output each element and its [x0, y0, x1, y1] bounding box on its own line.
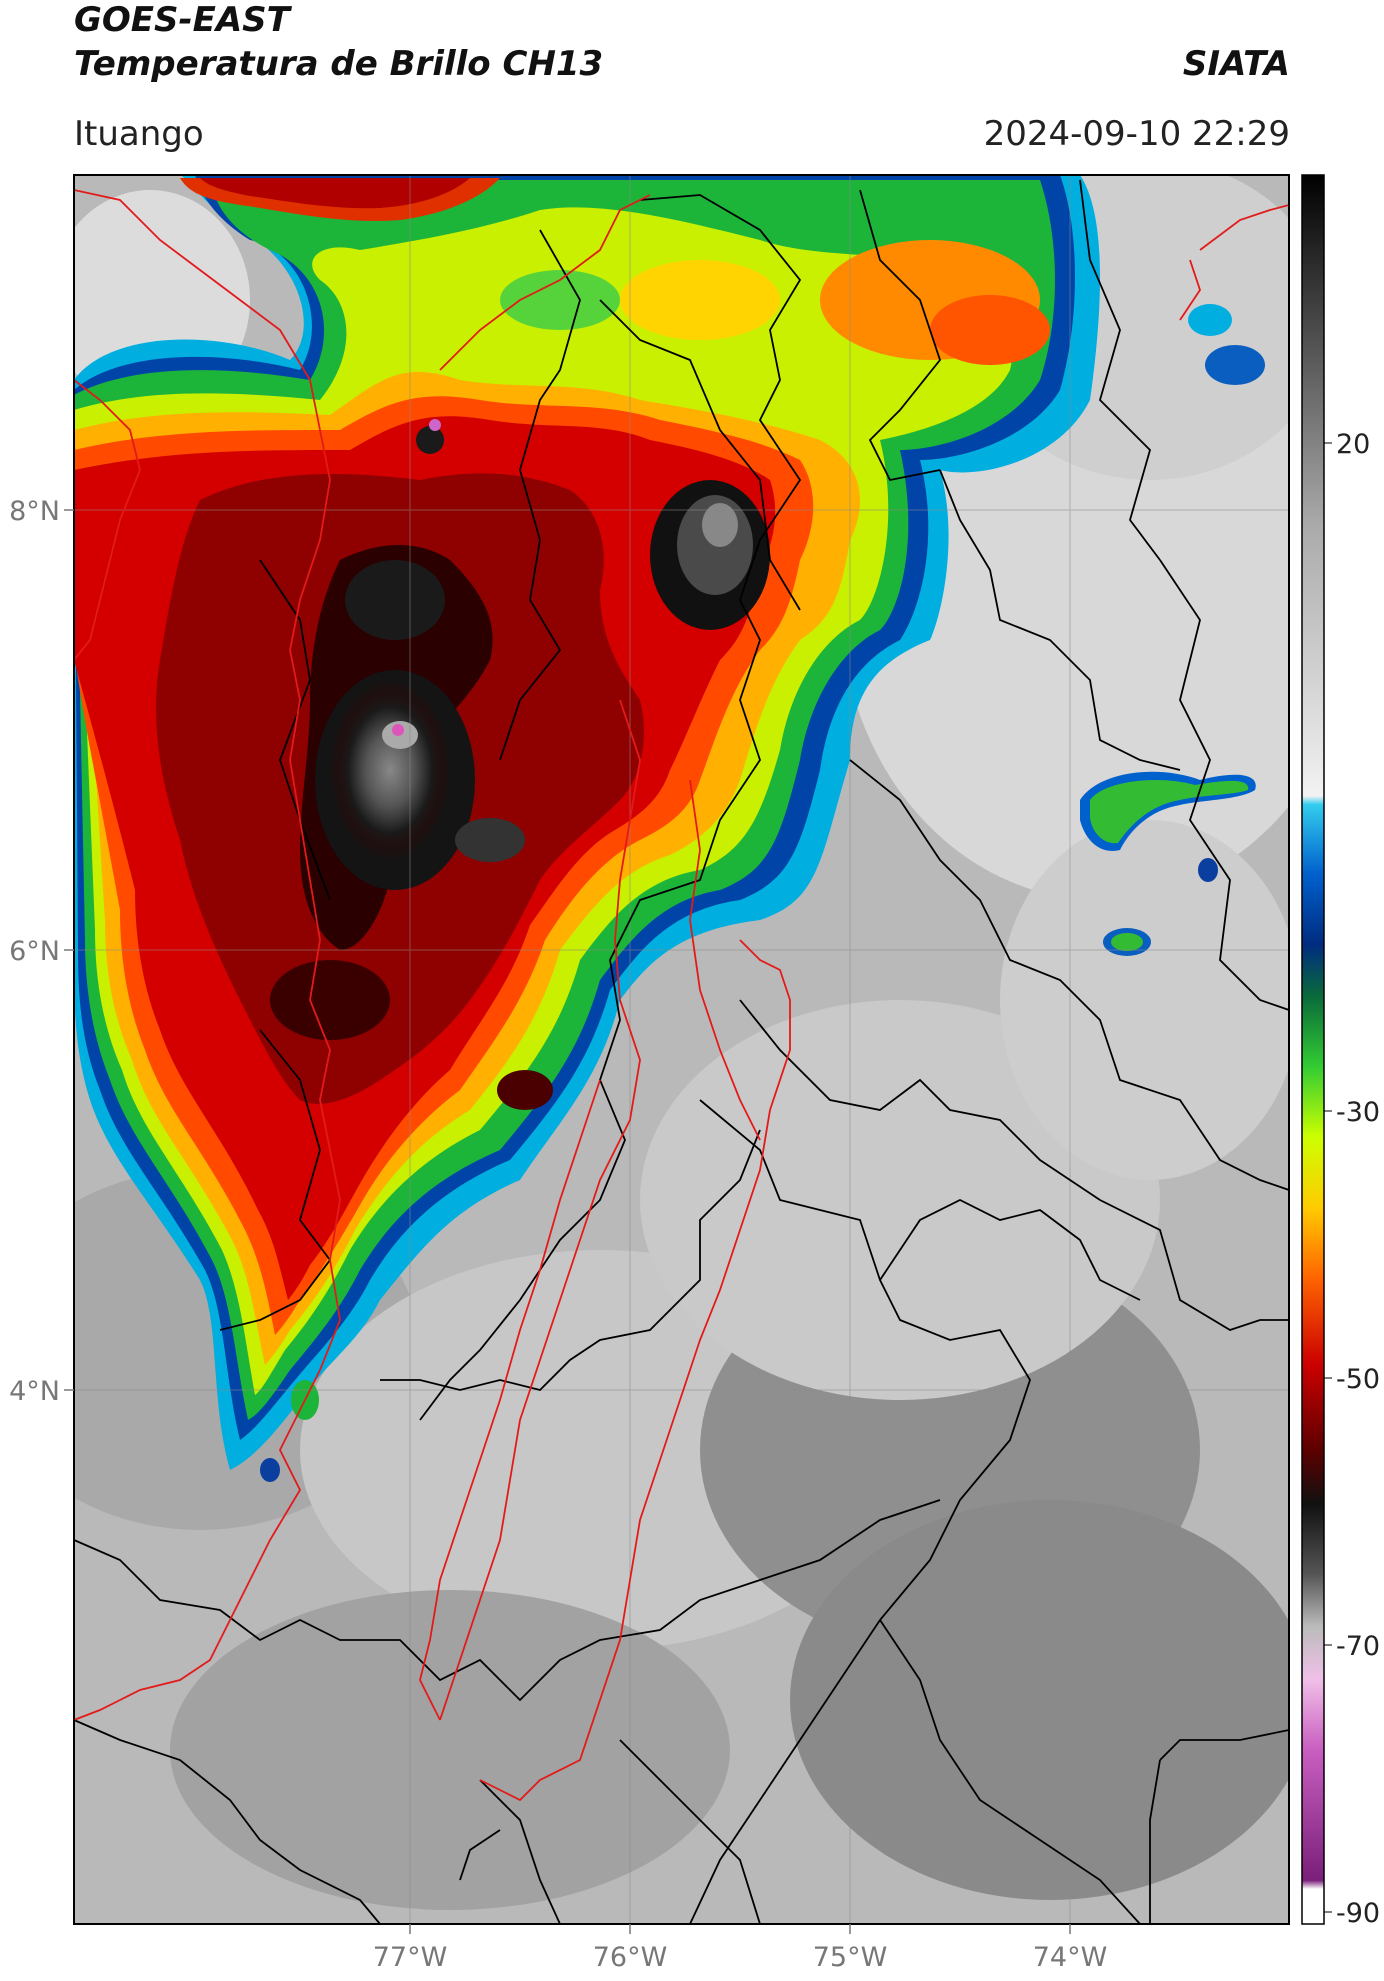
longitude-axis: 77°W 76°W 75°W 74°W	[373, 1924, 1108, 1973]
map-frame	[73, 174, 1290, 1925]
datetime-label: 2024-09-10 22:29	[983, 114, 1290, 154]
department-boundaries	[74, 179, 1289, 1924]
lon-label: 77°W	[373, 1942, 448, 1973]
colorbar-label: -50	[1336, 1364, 1380, 1395]
region-boundaries	[74, 189, 1289, 1802]
lat-label: 6°N	[9, 936, 60, 967]
imagery-layer	[74, 175, 1289, 1924]
colorbar-label: 20	[1336, 429, 1370, 460]
product-title: Temperatura de Brillo CH13	[74, 44, 604, 84]
lon-label: 76°W	[593, 1942, 668, 1973]
satellite-title: GOES-EAST	[74, 0, 290, 40]
lat-label: 8°N	[9, 496, 60, 527]
location-label: Ituango	[74, 114, 204, 154]
colorbar-label: -90	[1336, 1898, 1380, 1929]
lon-label: 75°W	[813, 1942, 888, 1973]
latitude-axis: 8°N 6°N 4°N	[9, 496, 74, 1407]
lon-label: 74°W	[1033, 1942, 1108, 1973]
colorbar: 20 -30 -50 -70 -90	[1301, 174, 1380, 1929]
graticule	[74, 175, 1289, 1924]
colorbar-label: -70	[1336, 1631, 1380, 1662]
brand-label: SIATA	[1182, 44, 1290, 84]
lat-label: 4°N	[9, 1376, 60, 1407]
colorbar-label: -30	[1336, 1097, 1380, 1128]
